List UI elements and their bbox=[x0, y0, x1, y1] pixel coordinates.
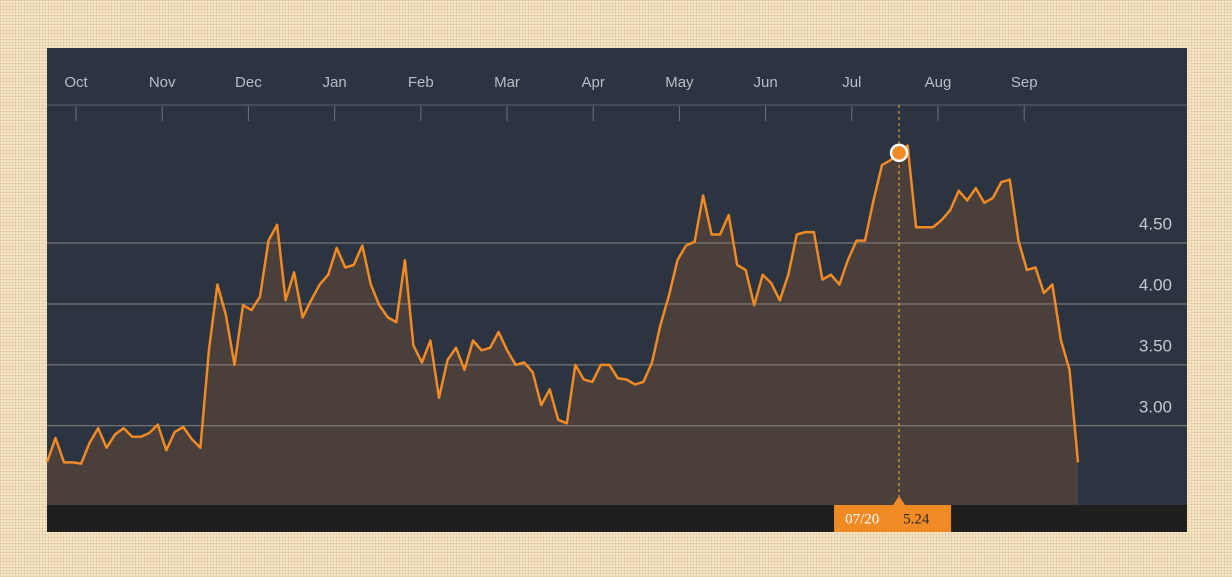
x-tick-label: Jan bbox=[323, 74, 347, 91]
y-tick-label: 3.50 bbox=[1139, 336, 1172, 355]
x-tick-label: Oct bbox=[64, 74, 88, 91]
x-tick-label: Jul bbox=[842, 74, 861, 91]
tooltip-date: 07/20 bbox=[845, 511, 879, 527]
x-tick-label: Aug bbox=[925, 74, 952, 91]
y-tick-label: 4.00 bbox=[1139, 275, 1172, 294]
y-tick-label: 3.00 bbox=[1139, 397, 1172, 416]
tooltip-value: 5.24 bbox=[903, 511, 930, 527]
line bbox=[45, 144, 1080, 465]
tooltip-pointer bbox=[893, 496, 906, 505]
x-tick-label: Feb bbox=[408, 74, 434, 91]
highlight-point bbox=[889, 143, 909, 163]
tooltip bbox=[834, 505, 952, 532]
x-tick-label: Jun bbox=[754, 74, 778, 91]
x-tick-label: May bbox=[665, 74, 694, 91]
y-tick-label: 4.50 bbox=[1139, 215, 1172, 234]
bottom-bar bbox=[47, 505, 1187, 532]
x-tick-label: Apr bbox=[582, 74, 605, 91]
x-tick-label: Nov bbox=[149, 74, 176, 91]
x-tick-label: Sep bbox=[1011, 74, 1038, 91]
x-tick-label: Mar bbox=[494, 74, 520, 91]
area bbox=[47, 145, 1078, 505]
x-tick-label: Dec bbox=[235, 74, 262, 91]
